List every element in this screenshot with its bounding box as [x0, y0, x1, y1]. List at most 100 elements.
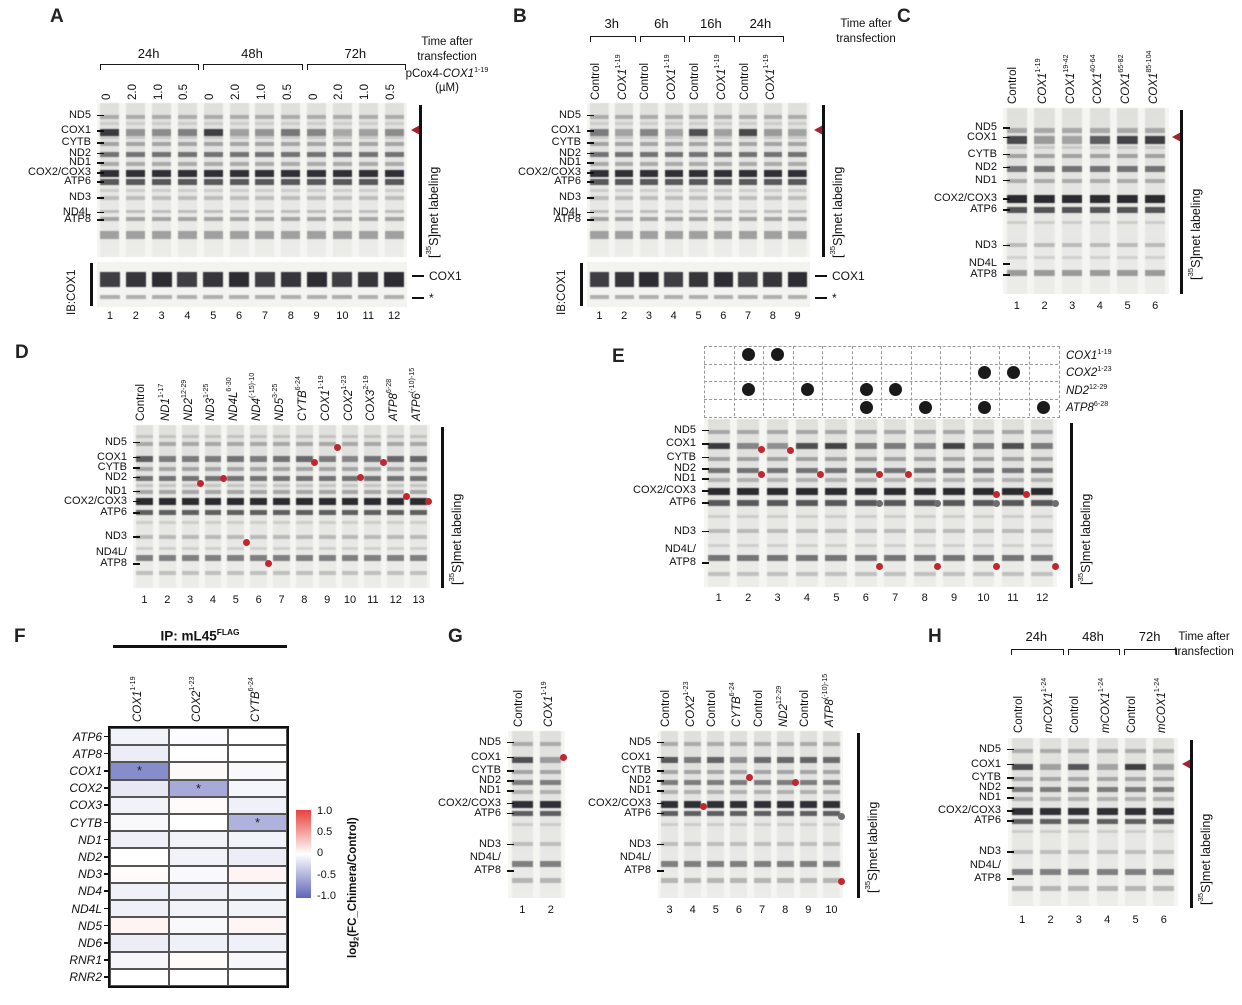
ib-lane: [332, 262, 353, 307]
lane-number: 13: [412, 594, 425, 606]
lane-label: COX21-23: [339, 375, 355, 421]
red-arrowhead-icon: [1182, 759, 1191, 770]
band-label: ATP6: [624, 806, 651, 819]
lane-label: ND212-29: [774, 685, 790, 727]
band-label: COX2/COX3: [438, 796, 501, 809]
band-label: ND5: [978, 742, 1001, 755]
heatmap-row-label: RNR1: [69, 953, 102, 968]
panel-letter-D: D: [15, 342, 29, 363]
heatmap-cell: [228, 968, 287, 986]
ib-band-dash: [412, 297, 424, 299]
gel-lane: [1096, 738, 1118, 906]
band-tick-mark: [1007, 878, 1014, 880]
band-tick-mark: [657, 790, 664, 792]
labeling-bracket-bar: [441, 427, 444, 588]
panel-letter-E: E: [612, 346, 625, 367]
heatmap-row-label: ND3: [77, 867, 102, 882]
gel-lane: [1011, 738, 1033, 906]
time-group-label: 24h: [137, 46, 160, 61]
labeling-bracket-bar: [419, 105, 422, 257]
band-tick-mark: [1003, 166, 1010, 169]
band-label: CYTB: [666, 450, 696, 463]
lane-number: 7: [278, 594, 285, 606]
lane-label: mCOX11-24: [1153, 677, 1169, 733]
lane-number: 10: [825, 904, 838, 916]
time-group-label: 48h: [241, 46, 263, 61]
concentration-label: 0.5: [281, 84, 294, 100]
heatmap-cell: [228, 917, 287, 935]
band-tick-mark: [97, 197, 104, 199]
band-tick-mark: [702, 443, 709, 445]
lane-number: 6: [720, 310, 727, 322]
lane-number: 7: [261, 310, 268, 322]
heatmap-cell: [110, 779, 169, 797]
ib-antibody-label: IB:COX1: [66, 269, 78, 315]
gel-lane: [158, 425, 176, 588]
heatmap-cell: [169, 968, 228, 986]
red-dot-marker: [787, 447, 795, 455]
isotope-labeling-label: [35S]met labeling: [424, 166, 442, 258]
band-label: ATP6: [970, 203, 997, 216]
gray-dot-marker: [838, 812, 846, 820]
gray-dot-marker: [875, 499, 883, 507]
band-tick-mark: [97, 152, 104, 155]
heatmap-cell: [110, 968, 169, 986]
heatmap-cell: [110, 745, 169, 763]
isotope-labeling-label: [35S]met labeling: [1196, 813, 1214, 905]
time-group-label: 24h: [749, 16, 772, 31]
band-label: ATP8: [974, 872, 1001, 885]
band-label: ND2: [104, 470, 127, 483]
lane-number: 4: [1104, 914, 1111, 926]
ib-band-dash: [815, 275, 827, 277]
concentration-label: 2.0: [333, 84, 346, 100]
band-tick-mark: [587, 172, 594, 174]
matrix-dot: [741, 383, 755, 397]
band-label: CYTB: [551, 136, 581, 149]
heatmap-row-label: ND1: [77, 832, 102, 847]
gel-lane: [972, 419, 995, 587]
gel-lane: [1031, 419, 1054, 587]
lane-number: 8: [287, 310, 294, 322]
ib-lane: [589, 262, 610, 307]
band-label: ATP6: [974, 814, 1001, 827]
matrix-dot: [889, 383, 903, 397]
gray-dot-marker: [934, 499, 942, 507]
gel-lane: [913, 419, 936, 587]
title-underline: [113, 645, 287, 648]
red-arrowhead-icon: [411, 125, 420, 136]
ib-lane: [787, 262, 808, 307]
band-label: CYTB: [97, 461, 127, 474]
time-group-label: 3h: [604, 16, 619, 31]
heatmap-row-tick: [104, 838, 110, 841]
gel-lane: [738, 103, 758, 257]
gel-blot: [1003, 108, 1169, 294]
band-label: ND1: [978, 791, 1001, 804]
gel-lane: [707, 419, 730, 587]
band-tick-mark: [507, 770, 514, 772]
heatmap-row-tick: [104, 907, 110, 910]
side-annotation: transfection: [1174, 646, 1234, 658]
red-dot-marker: [356, 473, 364, 481]
band-tick-mark: [587, 181, 594, 183]
gel-lane: [295, 425, 313, 588]
lane-label: mCOX11-24: [1040, 677, 1055, 733]
band-tick-mark: [657, 741, 664, 744]
gel-lane: [730, 731, 748, 898]
band-tick-mark: [507, 741, 514, 744]
band-label: CYTB: [967, 147, 997, 160]
red-arrowhead-icon: [814, 125, 823, 136]
lane-number: 5: [833, 592, 840, 604]
lane-label: ATP86-28: [385, 378, 401, 421]
colorbar-tick-label: -1.0: [317, 890, 336, 902]
band-tick-mark: [133, 467, 140, 469]
band-tick-mark: [587, 162, 594, 164]
band-tick-mark: [97, 219, 104, 221]
matrix-dot: [859, 383, 873, 397]
lane-number: 1: [519, 904, 526, 916]
lane-number: 5: [695, 310, 702, 322]
gel-lane: [341, 425, 359, 588]
ib-lane: [125, 262, 146, 307]
lane-number: 4: [209, 594, 217, 606]
ib-lane: [151, 262, 172, 307]
heatmap-cell: [110, 900, 169, 918]
